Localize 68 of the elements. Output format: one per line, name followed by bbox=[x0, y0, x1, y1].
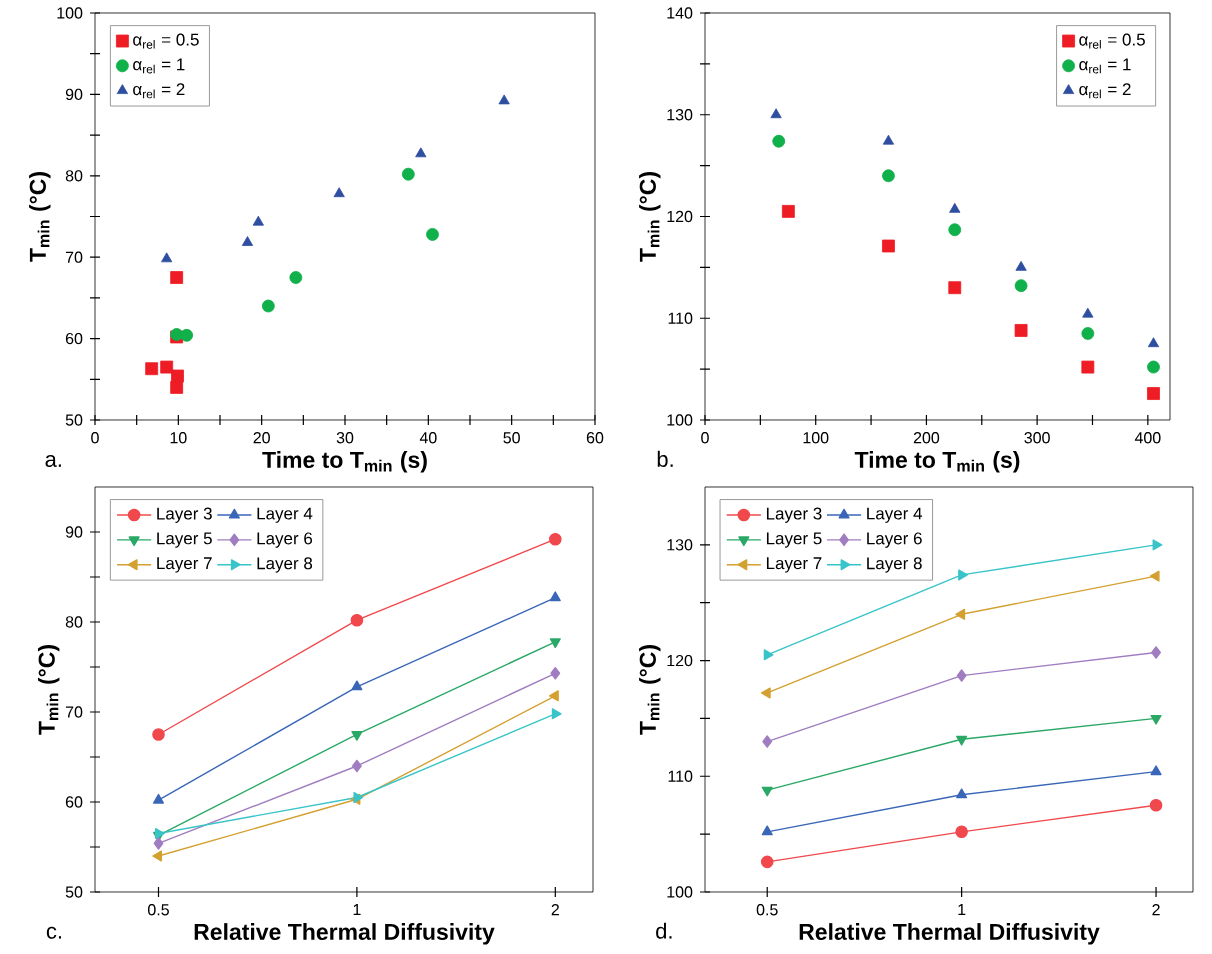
legend-label: Layer 8 bbox=[867, 557, 922, 573]
x-tick-label: 400 bbox=[1134, 432, 1161, 444]
y-axis-title: T$_{min}$ (°C) bbox=[37, 645, 60, 735]
x-tick-label: 0.5 bbox=[148, 904, 169, 916]
text: b. bbox=[657, 450, 673, 468]
text: a. bbox=[45, 454, 61, 468]
text: c. bbox=[46, 926, 62, 939]
legend-label: α$_{rel}$ = 0.5 bbox=[1079, 33, 1145, 49]
legend-label: Layer 4 bbox=[867, 507, 923, 523]
y-tick-label: 130 bbox=[667, 539, 693, 551]
legend-label: Layer 3 bbox=[766, 507, 822, 523]
y-tick-label: 130 bbox=[667, 109, 693, 121]
x-tick-label: 40 bbox=[419, 432, 437, 444]
legend-label: α$_{rel}$ = 2 bbox=[1079, 83, 1131, 99]
y-tick-label: 110 bbox=[668, 312, 693, 324]
y-tick-label: 80 bbox=[65, 170, 83, 182]
y-tick-label: 80 bbox=[65, 616, 83, 628]
x-tick-label: 60 bbox=[586, 432, 604, 444]
x-tick-label: 100 bbox=[803, 432, 829, 444]
y-tick-label: 100 bbox=[667, 886, 693, 898]
y-axis-title: T$_{min}$ (°C) bbox=[639, 172, 661, 262]
x-axis-title: Time to T$_{min}$ (s) bbox=[854, 451, 1020, 473]
legend-label: α$_{rel}$ = 2 bbox=[133, 83, 185, 99]
x-tick-label: 1 bbox=[353, 904, 361, 916]
legend-label: Layer 6 bbox=[257, 532, 313, 548]
y-tick-label: 50 bbox=[65, 886, 83, 898]
x-tick-label: 0 bbox=[91, 432, 99, 444]
x-tick-label: 30 bbox=[336, 432, 354, 444]
x-tick-label: 50 bbox=[503, 432, 520, 444]
legend-label: Layer 3 bbox=[157, 507, 212, 523]
legend-label: α$_{rel}$ = 0.5 bbox=[133, 33, 199, 49]
y-tick-label: 50 bbox=[65, 414, 83, 426]
x-axis-title: Relative Thermal Diffusivity bbox=[194, 923, 495, 945]
x-tick-label: 2 bbox=[1152, 904, 1160, 916]
y-tick-label: 100 bbox=[57, 7, 83, 19]
x-axis-title: Time to T$_{min}$ (s) bbox=[262, 451, 427, 473]
y-axis-title: T$_{min}$ (°C) bbox=[29, 172, 51, 262]
legend-label: α$_{rel}$ = 1 bbox=[1079, 58, 1131, 74]
legend-label: Layer 7 bbox=[157, 557, 212, 573]
legend-label: Layer 7 bbox=[766, 557, 822, 573]
x-tick-label: 20 bbox=[253, 432, 270, 444]
legend-label: α$_{rel}$ = 1 bbox=[133, 58, 185, 74]
text: d. bbox=[656, 922, 672, 939]
x-tick-label: 0 bbox=[701, 432, 709, 444]
legend-label: Layer 6 bbox=[867, 532, 922, 548]
legend-label: Layer 5 bbox=[157, 532, 212, 548]
x-tick-label: 1 bbox=[958, 904, 966, 916]
x-tick-label: 2 bbox=[551, 904, 559, 916]
y-tick-label: 120 bbox=[667, 210, 693, 223]
y-tick-label: 60 bbox=[65, 332, 83, 345]
x-tick-label: 0.5 bbox=[756, 904, 778, 916]
y-tick-label: 90 bbox=[65, 526, 83, 538]
legend-label: Layer 4 bbox=[257, 507, 313, 523]
x-axis-title: Relative Thermal Diffusivity bbox=[799, 923, 1100, 945]
y-tick-label: 120 bbox=[667, 654, 693, 667]
y-tick-label: 110 bbox=[668, 770, 693, 782]
y-tick-label: 70 bbox=[65, 706, 83, 718]
y-tick-label: 100 bbox=[667, 414, 693, 426]
y-tick-label: 60 bbox=[65, 796, 83, 808]
y-tick-label: 70 bbox=[65, 251, 83, 263]
x-tick-label: 200 bbox=[913, 432, 940, 444]
y-tick-label: 140 bbox=[667, 7, 693, 19]
legend-label: Layer 8 bbox=[257, 557, 313, 573]
y-tick-label: 90 bbox=[65, 88, 83, 101]
x-tick-label: 300 bbox=[1024, 432, 1050, 444]
y-axis-title: T$_{min}$ (°C) bbox=[639, 645, 661, 735]
legend-label: Layer 5 bbox=[766, 532, 822, 548]
x-tick-label: 10 bbox=[170, 432, 187, 444]
